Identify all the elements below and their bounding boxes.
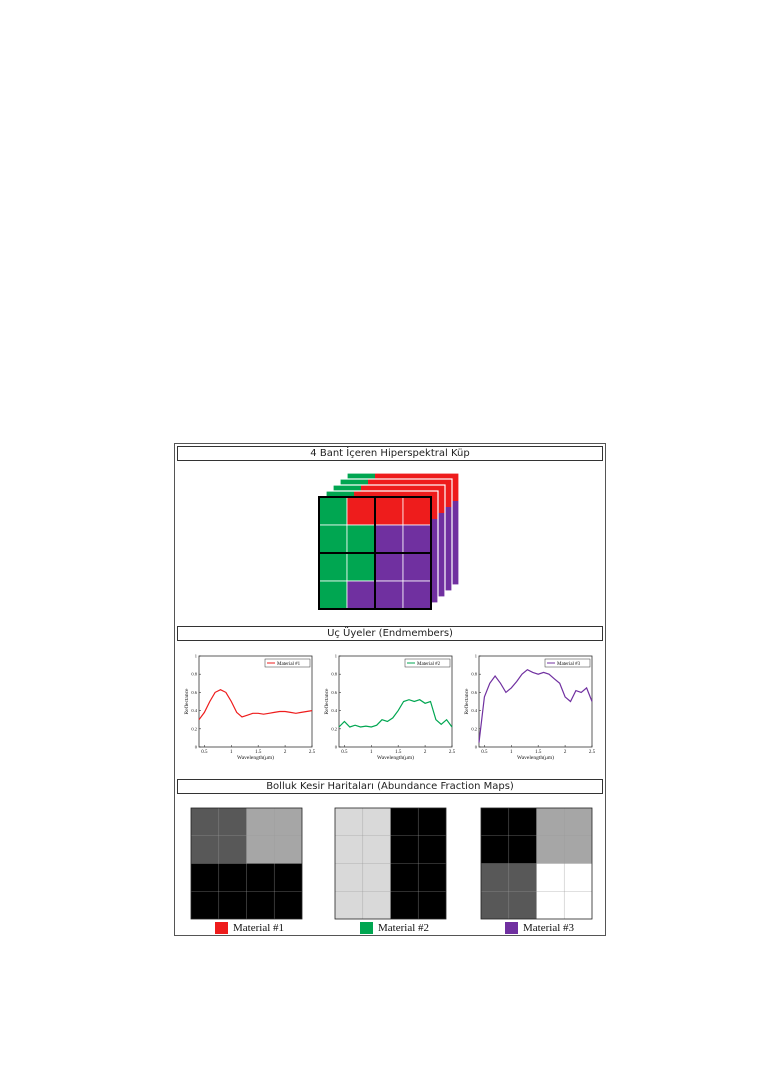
x-axis-label: Wavelength(μm) xyxy=(517,754,554,761)
material-1-swatch xyxy=(215,922,228,934)
cube-cell xyxy=(374,580,404,610)
x-axis-label: Wavelength(μm) xyxy=(237,754,274,761)
abundance-maps xyxy=(190,807,593,920)
y-tick-label: 0 xyxy=(335,745,338,750)
abundance-map-3 xyxy=(480,807,593,920)
map-border xyxy=(480,807,593,920)
x-tick-label: 2.5 xyxy=(449,750,456,755)
cube-cell xyxy=(374,496,404,526)
abundance-map-2 xyxy=(334,807,447,920)
y-tick-label: 0.8 xyxy=(191,672,197,677)
cube-band-0 xyxy=(318,496,432,610)
x-tick-label: 0.5 xyxy=(201,750,208,755)
y-tick-label: 0.2 xyxy=(331,726,337,731)
y-tick-label: 1 xyxy=(195,654,197,659)
legend-label: Material #2 xyxy=(378,922,430,934)
abundance-map-1 xyxy=(190,807,303,920)
figure-panel: 4 Bant İçeren Hiperspektral Küp Uç Üyele… xyxy=(174,443,606,936)
x-tick-label: 1.5 xyxy=(535,750,542,755)
cube-cell xyxy=(374,524,404,554)
hyperspectral-cube xyxy=(318,472,460,610)
y-tick-label: 0.2 xyxy=(191,726,197,731)
y-tick-label: 0.6 xyxy=(331,690,337,695)
cube-cell xyxy=(346,496,376,526)
legend-label: Material #1 xyxy=(233,922,285,934)
cube-cell xyxy=(374,552,404,582)
legend-box xyxy=(264,658,311,668)
map-border xyxy=(190,807,303,920)
cube-cell xyxy=(318,552,348,582)
x-tick-label: 1 xyxy=(370,750,373,755)
y-tick-label: 0.6 xyxy=(471,690,477,695)
cube-cell xyxy=(346,524,376,554)
y-tick-label: 0.8 xyxy=(471,672,477,677)
x-tick-label: 1.5 xyxy=(255,750,262,755)
cube-cell xyxy=(402,580,432,610)
y-axis-label: Reflectance xyxy=(463,688,470,715)
cube-cell xyxy=(402,552,432,582)
x-tick-label: 1 xyxy=(230,750,233,755)
legend-label: Material #1 xyxy=(277,662,301,667)
endmember-chart-2: 0 0.2 0.4 0.6 0.8 1 0.5 1 1.5 2 2.5 Wavelength(μm) R… xyxy=(323,654,456,762)
map-border xyxy=(334,807,447,920)
cube-cell xyxy=(402,496,432,526)
series-line xyxy=(198,689,313,721)
y-axis-label: Reflectance xyxy=(183,688,190,715)
y-tick-label: 1 xyxy=(475,654,477,659)
plot-area xyxy=(198,655,313,748)
legend-label: Material #3 xyxy=(557,662,581,667)
cube-cell xyxy=(402,524,432,554)
y-tick-label: 1 xyxy=(335,654,337,659)
endmember-chart-1: 0 0.2 0.4 0.6 0.8 1 0.5 1 1.5 2 2.5 Wavelength(μm) R… xyxy=(183,654,316,762)
y-tick-label: 0 xyxy=(195,745,198,750)
legend-label: Material #3 xyxy=(523,922,575,934)
y-tick-label: 0.2 xyxy=(471,726,477,731)
endmember-chart-3: 0 0.2 0.4 0.6 0.8 1 0.5 1 1.5 2 2.5 Wavelength(μm) R… xyxy=(463,654,596,762)
y-tick-label: 0 xyxy=(475,745,478,750)
y-tick-label: 0.8 xyxy=(331,672,337,677)
x-tick-label: 2 xyxy=(284,750,287,755)
endmember-charts: 0 0.2 0.4 0.6 0.8 1 0.5 1 1.5 2 2.5 Wavelength(μm) R… xyxy=(183,654,596,762)
x-tick-label: 2 xyxy=(564,750,567,755)
cube-cell xyxy=(318,580,348,610)
x-tick-label: 0.5 xyxy=(341,750,348,755)
legend-material-1: Material #1 xyxy=(215,921,284,935)
legend-material-2: Material #2 xyxy=(360,921,429,935)
y-tick-label: 0.4 xyxy=(471,708,477,713)
series-line xyxy=(478,668,593,743)
x-tick-label: 1.5 xyxy=(395,750,402,755)
x-tick-label: 1 xyxy=(510,750,513,755)
plot-area xyxy=(478,655,593,748)
cube-cell xyxy=(346,580,376,610)
cube-cell xyxy=(346,552,376,582)
x-tick-label: 2.5 xyxy=(309,750,316,755)
y-tick-label: 0.4 xyxy=(191,708,197,713)
material-3-swatch xyxy=(505,922,518,934)
cube-cell xyxy=(318,524,348,554)
x-tick-label: 2.5 xyxy=(589,750,596,755)
material-2-swatch xyxy=(360,922,373,934)
y-axis-label: Reflectance xyxy=(323,688,330,715)
series-line xyxy=(338,699,453,728)
plot-area xyxy=(338,655,453,748)
legend-label: Material #2 xyxy=(417,662,441,667)
legend-box xyxy=(544,658,591,668)
legend-box xyxy=(404,658,451,668)
y-tick-label: 0.6 xyxy=(191,690,197,695)
x-tick-label: 2 xyxy=(424,750,427,755)
x-axis-label: Wavelength(μm) xyxy=(377,754,414,761)
cube-section-title: 4 Bant İçeren Hiperspektral Küp xyxy=(177,446,603,461)
legend-material-3: Material #3 xyxy=(505,921,574,935)
cube-cell xyxy=(318,496,348,526)
x-tick-label: 0.5 xyxy=(481,750,488,755)
endmembers-section-title: Uç Üyeler (Endmembers) xyxy=(177,626,603,641)
y-tick-label: 0.4 xyxy=(331,708,337,713)
abundance-section-title: Bolluk Kesir Haritaları (Abundance Fract… xyxy=(177,779,603,794)
